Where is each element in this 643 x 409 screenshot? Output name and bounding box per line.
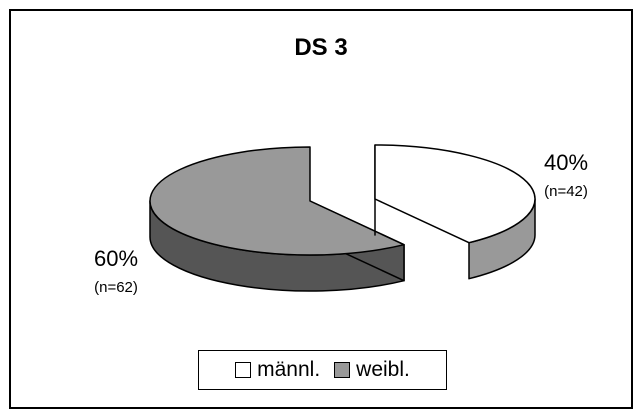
legend-label-weibl: weibl. [356,358,410,381]
chart-title: DS 3 [294,34,347,61]
legend-swatch-maennl [235,362,252,378]
slice-n-label-maennl: (n=42) [544,183,588,200]
legend-swatch-weibl [334,362,351,378]
slice-n-label-weibl: (n=62) [94,279,138,296]
slice-percent-label-maennl: 40% [544,150,588,175]
legend-label-maennl: männl. [257,358,321,381]
legend-item-maennl: männl. [235,358,320,382]
slice-percent-label-weibl: 60% [94,246,138,271]
legend: männl. weibl. [198,350,447,390]
legend-item-weibl: weibl. [334,358,410,382]
slice-top-maennl [374,144,536,244]
slice-top-weibl [149,146,405,256]
